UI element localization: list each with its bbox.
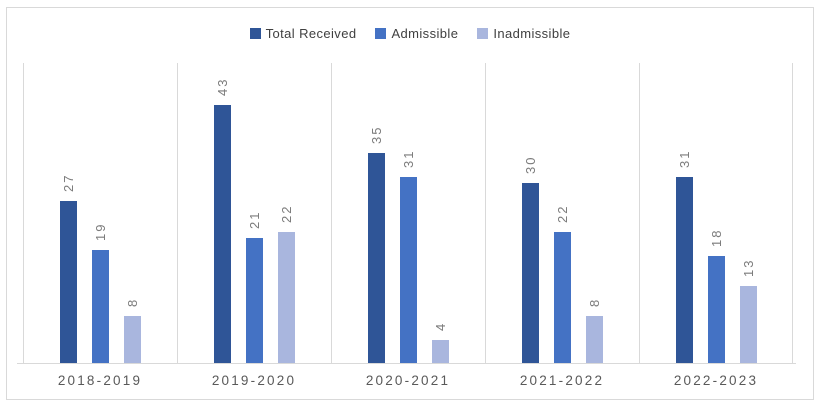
bar-value-label: 13 [741,258,756,277]
bar-inadmissible-2018-2019 [124,316,141,363]
category-label: 2018-2019 [57,373,143,388]
x-axis-line [17,363,796,364]
bar-inadmissible-2019-2020 [278,232,295,363]
legend-label: Total Received [265,26,357,41]
bar-total-received-2021-2022 [522,183,539,363]
category-label: 2022-2023 [673,373,759,388]
bar-admissible-2018-2019 [92,250,109,363]
bar-admissible-2022-2023 [708,256,725,363]
bar-total-received-2019-2020 [214,105,231,363]
bar-total-received-2018-2019 [60,201,77,363]
legend: Total Received Admissible Inadmissible [7,26,813,41]
bar-value-label: 31 [677,149,692,168]
legend-item-inadmissible: Inadmissible [477,26,570,41]
legend-item-admissible: Admissible [375,26,458,41]
bar-inadmissible-2020-2021 [432,340,449,363]
legend-label: Admissible [391,26,459,41]
category-divider-gridline [639,63,640,364]
bar-value-label: 18 [709,228,724,247]
legend-swatch-icon [477,28,489,39]
legend-label: Inadmissible [493,26,571,41]
bar-inadmissible-2021-2022 [586,316,603,363]
bar-value-label: 35 [369,125,384,144]
category-divider-gridline [792,63,793,364]
category-divider-gridline [331,63,332,364]
bar-total-received-2022-2023 [676,177,693,363]
bar-value-label: 21 [247,210,262,229]
bar-total-received-2020-2021 [368,153,385,363]
category-divider-gridline [485,63,486,364]
category-label: 2019-2020 [211,373,297,388]
bar-value-label: 27 [61,173,76,192]
category-label: 2021-2022 [519,373,605,388]
chart-border-frame: Total Received Admissible Inadmissible 27 1… [6,7,814,400]
category-axis: 2018-2019 2019-2020 2020-2021 2021-2022 2022… [23,373,793,388]
bar-value-label: 4 [433,321,448,331]
category-label: 2020-2021 [365,373,451,388]
legend-swatch-icon [249,28,261,39]
legend-swatch-icon [375,28,387,39]
bar-value-label: 31 [401,149,416,168]
bar-value-label: 22 [279,204,294,223]
bar-value-label: 22 [555,204,570,223]
bar-admissible-2019-2020 [246,238,263,363]
category-divider-gridline [23,63,24,364]
plot-area: 27 19 8 43 21 22 35 31 4 30 22 8 31 18 13 [17,63,796,364]
bar-value-label: 8 [587,297,602,307]
bar-inadmissible-2022-2023 [740,286,757,363]
bar-value-label: 43 [215,77,230,96]
legend-item-total-received: Total Received [249,26,357,41]
bar-admissible-2021-2022 [554,232,571,363]
category-divider-gridline [177,63,178,364]
bar-value-label: 19 [93,222,108,241]
bar-value-label: 30 [523,155,538,174]
bar-value-label: 8 [125,297,140,307]
bar-admissible-2020-2021 [400,177,417,363]
